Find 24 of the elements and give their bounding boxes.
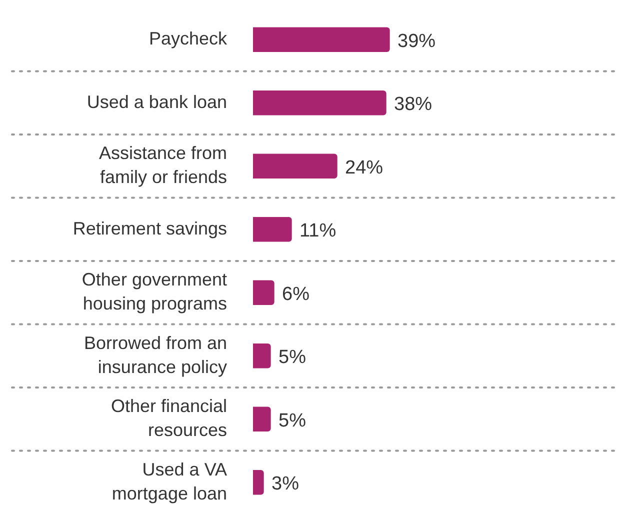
bar — [253, 90, 386, 116]
data-label: 38% — [394, 94, 432, 116]
y-tick-label: Used a bank loan — [86, 92, 227, 112]
data-label: 39% — [398, 30, 436, 52]
bar — [253, 217, 292, 242]
bar — [253, 406, 271, 432]
bar — [253, 27, 390, 52]
bar — [253, 344, 271, 368]
y-tick-label: Other financial resources — [110, 396, 227, 440]
data-label: 24% — [345, 157, 384, 178]
data-label: 5% — [278, 347, 306, 368]
y-tick-label: Paycheck — [148, 28, 228, 49]
y-tick-label: Retirement savings — [72, 218, 227, 238]
y-tick-label: Borrowed from an insurance policy — [84, 332, 227, 377]
bar — [253, 470, 264, 495]
data-label: 5% — [278, 410, 306, 432]
bar — [253, 280, 274, 305]
data-label: 11% — [300, 220, 336, 242]
y-tick-label: Assistance from family or friends — [98, 143, 227, 188]
data-label: 6% — [282, 284, 310, 305]
y-tick-label: Used a VA mortgage loan — [112, 459, 227, 504]
y-tick-label: Other government housing programs — [82, 270, 227, 314]
data-label: 3% — [272, 474, 300, 495]
bar — [253, 154, 338, 178]
